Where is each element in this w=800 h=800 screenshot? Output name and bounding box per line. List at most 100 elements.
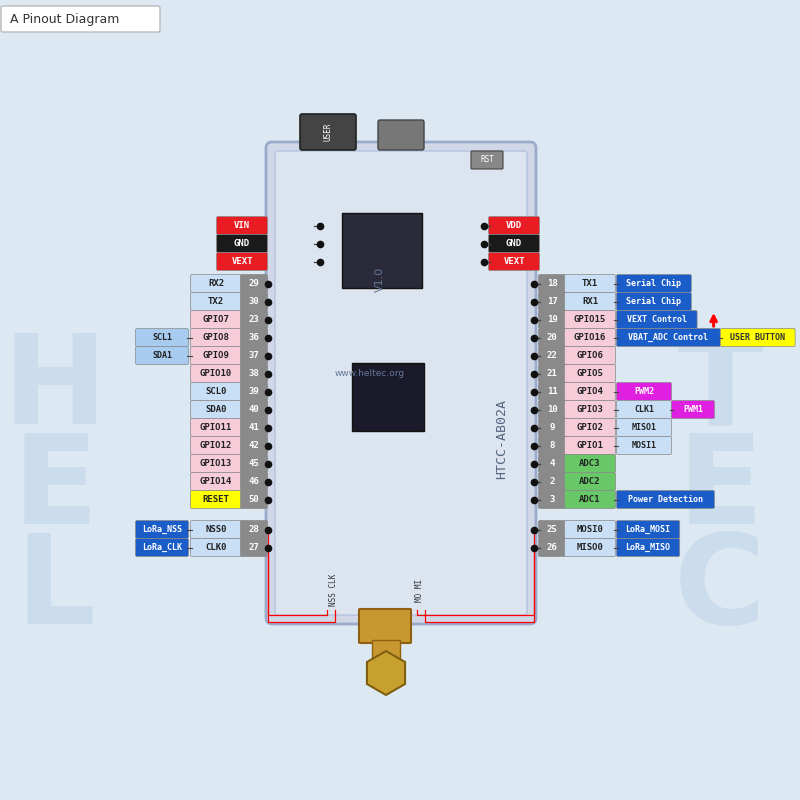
Text: 36: 36	[249, 333, 259, 342]
Text: E: E	[12, 430, 98, 550]
FancyBboxPatch shape	[565, 538, 615, 557]
Text: V1.0: V1.0	[375, 267, 386, 292]
Text: 25: 25	[546, 525, 558, 534]
Text: A Pinout Diagram: A Pinout Diagram	[10, 13, 119, 26]
FancyBboxPatch shape	[266, 142, 536, 624]
FancyBboxPatch shape	[538, 490, 566, 509]
Text: T: T	[678, 330, 762, 450]
Text: GPIO16: GPIO16	[574, 333, 606, 342]
FancyBboxPatch shape	[565, 490, 615, 509]
Text: www.heltec.org: www.heltec.org	[335, 369, 405, 378]
FancyBboxPatch shape	[217, 253, 267, 270]
Text: 18: 18	[546, 279, 558, 288]
Text: VEXT: VEXT	[231, 257, 253, 266]
Text: 21: 21	[546, 369, 558, 378]
Text: USER: USER	[323, 122, 333, 142]
FancyBboxPatch shape	[135, 329, 189, 346]
FancyBboxPatch shape	[617, 538, 680, 557]
FancyBboxPatch shape	[275, 151, 527, 615]
Text: VEXT: VEXT	[503, 257, 525, 266]
FancyBboxPatch shape	[538, 329, 566, 346]
FancyBboxPatch shape	[617, 490, 714, 509]
FancyBboxPatch shape	[300, 114, 356, 150]
Text: MISO1: MISO1	[631, 423, 657, 432]
FancyBboxPatch shape	[241, 454, 267, 473]
Text: LoRa_MISO: LoRa_MISO	[626, 543, 670, 552]
Text: LoRa_NSS: LoRa_NSS	[142, 525, 182, 534]
FancyBboxPatch shape	[190, 401, 242, 418]
Text: 40: 40	[249, 405, 259, 414]
FancyBboxPatch shape	[565, 346, 615, 365]
Text: VIN: VIN	[234, 221, 250, 230]
FancyBboxPatch shape	[565, 382, 615, 401]
Text: RST: RST	[480, 155, 494, 165]
Text: MO MI: MO MI	[415, 578, 425, 602]
Text: GPIO11: GPIO11	[200, 423, 232, 432]
FancyBboxPatch shape	[190, 346, 242, 365]
Text: 11: 11	[546, 387, 558, 396]
Text: ADC3: ADC3	[579, 459, 601, 468]
FancyBboxPatch shape	[217, 234, 267, 253]
Text: MISO0: MISO0	[577, 543, 603, 552]
FancyBboxPatch shape	[241, 521, 267, 538]
Text: HTCC-AB02A: HTCC-AB02A	[495, 399, 509, 479]
Text: SDA0: SDA0	[206, 405, 226, 414]
Text: VEXT Control: VEXT Control	[627, 315, 686, 324]
FancyBboxPatch shape	[241, 346, 267, 365]
FancyBboxPatch shape	[538, 538, 566, 557]
FancyBboxPatch shape	[538, 346, 566, 365]
FancyBboxPatch shape	[489, 234, 539, 253]
Text: GPIO5: GPIO5	[577, 369, 603, 378]
Text: GPIO12: GPIO12	[200, 441, 232, 450]
Text: 17: 17	[546, 297, 558, 306]
Text: 29: 29	[249, 279, 259, 288]
Text: SDA1: SDA1	[152, 351, 172, 360]
FancyBboxPatch shape	[378, 120, 424, 150]
Text: CLK0: CLK0	[206, 543, 226, 552]
FancyBboxPatch shape	[617, 521, 680, 538]
FancyBboxPatch shape	[538, 365, 566, 382]
Text: H: H	[2, 330, 107, 450]
FancyBboxPatch shape	[241, 382, 267, 401]
Text: 8: 8	[550, 441, 554, 450]
Text: GPIO9: GPIO9	[202, 351, 230, 360]
FancyBboxPatch shape	[617, 401, 671, 418]
FancyBboxPatch shape	[565, 454, 615, 473]
Text: 46: 46	[249, 477, 259, 486]
FancyBboxPatch shape	[190, 310, 242, 329]
Text: 19: 19	[546, 315, 558, 324]
Text: Serial Chip: Serial Chip	[626, 297, 682, 306]
FancyBboxPatch shape	[190, 293, 242, 310]
FancyBboxPatch shape	[241, 401, 267, 418]
Text: GPIO6: GPIO6	[577, 351, 603, 360]
FancyBboxPatch shape	[565, 437, 615, 454]
FancyBboxPatch shape	[1, 6, 160, 32]
Text: VDD: VDD	[506, 221, 522, 230]
Text: VBAT_ADC Control: VBAT_ADC Control	[629, 333, 709, 342]
FancyBboxPatch shape	[565, 274, 615, 293]
Text: 4: 4	[550, 459, 554, 468]
Text: 23: 23	[249, 315, 259, 324]
Text: 41: 41	[249, 423, 259, 432]
Text: GND: GND	[506, 239, 522, 248]
FancyBboxPatch shape	[241, 473, 267, 490]
FancyBboxPatch shape	[241, 490, 267, 509]
Bar	[372, 640, 400, 660]
FancyBboxPatch shape	[190, 382, 242, 401]
FancyBboxPatch shape	[538, 401, 566, 418]
FancyBboxPatch shape	[538, 454, 566, 473]
FancyBboxPatch shape	[538, 382, 566, 401]
Text: 20: 20	[546, 333, 558, 342]
Text: Power Detection: Power Detection	[628, 495, 703, 504]
Text: 2: 2	[550, 477, 554, 486]
Text: GPIO2: GPIO2	[577, 423, 603, 432]
Text: 50: 50	[249, 495, 259, 504]
Text: GPIO14: GPIO14	[200, 477, 232, 486]
FancyBboxPatch shape	[565, 293, 615, 310]
Text: 39: 39	[249, 387, 259, 396]
FancyBboxPatch shape	[135, 538, 189, 557]
Text: GPIO10: GPIO10	[200, 369, 232, 378]
Text: RX1: RX1	[582, 297, 598, 306]
Text: MOSI1: MOSI1	[631, 441, 657, 450]
Text: GPIO13: GPIO13	[200, 459, 232, 468]
